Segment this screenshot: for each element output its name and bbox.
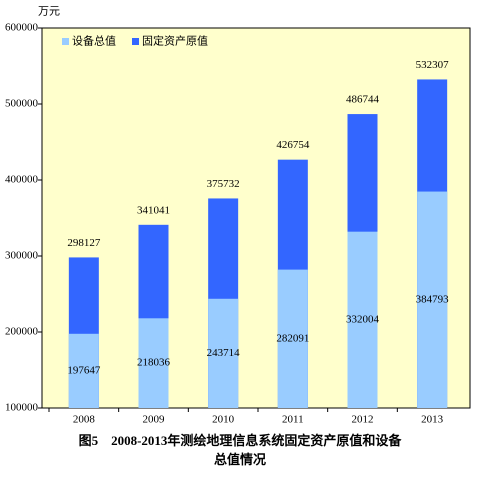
- value-label: 218036: [137, 357, 171, 369]
- value-label: 375732: [207, 178, 240, 190]
- y-tick-label: 400000: [5, 174, 39, 186]
- bar: [277, 269, 308, 408]
- y-tick-label: 100000: [5, 402, 39, 414]
- value-label: 341041: [137, 204, 170, 216]
- bar: [138, 318, 169, 408]
- plot-area: [41, 27, 471, 409]
- chart-title: 总值情况: [214, 452, 266, 467]
- chart-title: 图5 2008-2013年测绘地理信息系统固定资产原值和设备: [79, 433, 403, 448]
- y-tick-label: 500000: [5, 98, 39, 110]
- x-tick-label: 2009: [143, 414, 166, 426]
- bar: [417, 191, 448, 408]
- value-label: 486744: [346, 94, 380, 106]
- bar: [347, 231, 378, 408]
- legend-label: 固定资产原值: [142, 34, 208, 48]
- value-label: 243714: [207, 347, 241, 359]
- y-tick-label: 200000: [5, 326, 39, 338]
- bar: [68, 333, 99, 408]
- x-tick-label: 2008: [73, 414, 96, 426]
- x-tick-label: 2010: [212, 414, 235, 426]
- bar: [208, 298, 239, 408]
- value-label: 532307: [416, 59, 450, 71]
- x-tick-label: 2011: [282, 414, 304, 426]
- x-tick-label: 2013: [421, 414, 444, 426]
- value-label: 426754: [276, 139, 310, 151]
- y-tick-label: 300000: [5, 250, 39, 262]
- y-unit: 万元: [38, 6, 60, 18]
- x-tick-label: 2012: [352, 414, 374, 426]
- value-label: 197647: [67, 364, 101, 376]
- legend-label: 设备总值: [72, 34, 116, 48]
- value-label: 384793: [416, 293, 450, 305]
- y-tick-label: 600000: [5, 22, 39, 34]
- value-label: 282091: [276, 332, 309, 344]
- legend-swatch: [62, 38, 69, 45]
- legend-swatch: [132, 38, 139, 45]
- value-label: 298127: [67, 237, 101, 249]
- value-label: 332004: [346, 313, 380, 325]
